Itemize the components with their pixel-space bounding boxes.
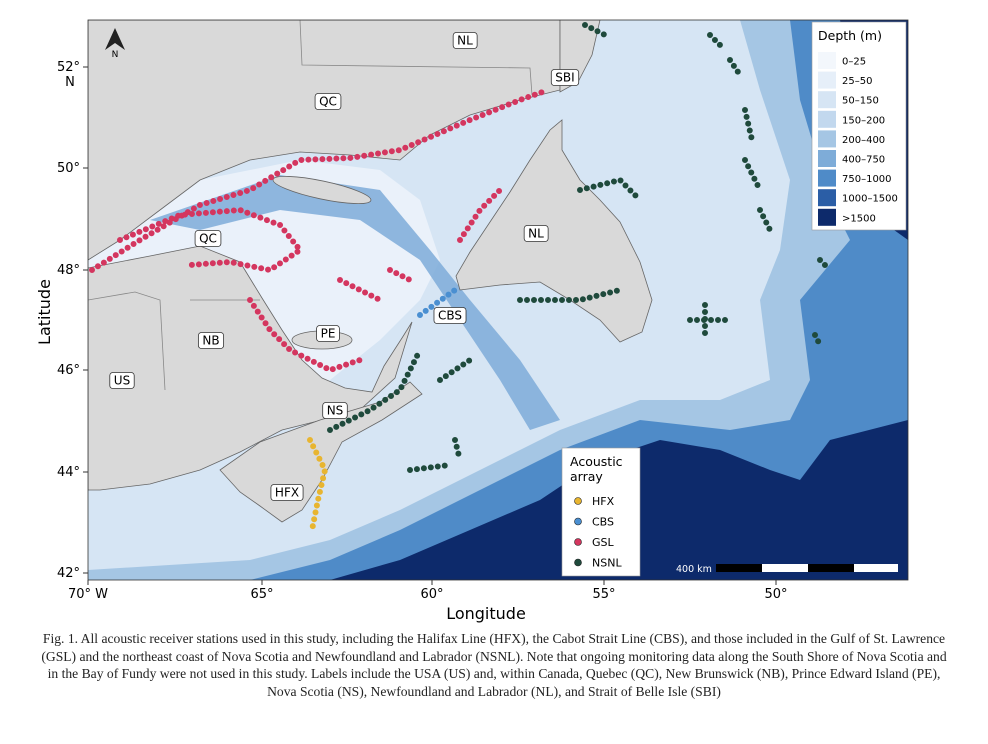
x-tick-label: 65° bbox=[250, 587, 273, 602]
depth-label: 1000–1500 bbox=[842, 194, 898, 205]
region-label-text: NL bbox=[528, 227, 544, 241]
region-label-box bbox=[270, 484, 304, 501]
region-label-text: CBS bbox=[438, 309, 462, 323]
region-label-text: NS bbox=[327, 404, 344, 418]
array-marker bbox=[574, 558, 582, 567]
array-label: HFX bbox=[592, 495, 615, 508]
depth-label: 150–200 bbox=[842, 115, 885, 126]
region-label-text: SBI bbox=[555, 71, 574, 85]
region-label-box bbox=[316, 325, 340, 342]
region-label-box bbox=[109, 372, 135, 389]
y-tick-suffix: N bbox=[65, 75, 75, 90]
array-legend: Acoustic array HFX CBS GSL NSNL bbox=[561, 447, 641, 577]
region-labels: NL SBI QC NL QC NB PE CBS US NS HFX bbox=[109, 32, 580, 501]
region-label-box bbox=[523, 225, 549, 242]
depth-label: >1500 bbox=[842, 213, 876, 224]
depth-swatch bbox=[818, 150, 836, 167]
y-tick-label: 44° bbox=[57, 465, 80, 480]
region-label: NB bbox=[197, 332, 225, 349]
array-label: GSL bbox=[592, 536, 615, 549]
array-legend-title: Acoustic array bbox=[570, 454, 623, 484]
depth-swatch bbox=[818, 110, 836, 128]
region-label: HFX bbox=[270, 484, 304, 501]
depth-label: 750–1000 bbox=[842, 174, 892, 185]
depth-swatch bbox=[818, 169, 836, 187]
x-tick-label: 70° W bbox=[68, 587, 108, 602]
y-axis-label: Latitude bbox=[35, 279, 54, 345]
region-label-box bbox=[197, 332, 225, 349]
region-label-text: NB bbox=[202, 334, 219, 348]
depth-swatch bbox=[818, 130, 836, 148]
x-axis-label: Longitude bbox=[446, 604, 526, 623]
map-figure: N NL SBI QC NL QC NB PE CBS US NS HFX 70° W 65° 60° 5… bbox=[35, 19, 909, 623]
region-label: US bbox=[109, 372, 135, 389]
array-marker bbox=[574, 538, 582, 546]
axes: 70° W 65° 60° 55° 50° 42° 44° 46° 48° 50° 52°N bbox=[57, 60, 788, 602]
y-tick-label: 42° bbox=[57, 566, 80, 581]
array-label: CBS bbox=[592, 516, 614, 529]
region-label: CBS bbox=[433, 307, 467, 324]
scale-label: 400 km bbox=[676, 564, 712, 575]
region-label-box bbox=[314, 93, 342, 110]
y-tick-label: 52° bbox=[57, 60, 80, 75]
region-label: NL bbox=[452, 32, 478, 49]
region-label-text: US bbox=[114, 374, 130, 388]
depth-swatch bbox=[818, 71, 836, 89]
caption: Fig. 1. All acoustic receiver stations u… bbox=[41, 631, 947, 699]
depth-label: 400–750 bbox=[842, 155, 885, 166]
region-label-box bbox=[322, 402, 348, 419]
region-label: SBI bbox=[550, 69, 580, 86]
x-tick-label: 60° bbox=[420, 587, 443, 602]
region-label-box bbox=[550, 69, 580, 86]
region-label-text: NL bbox=[457, 34, 473, 48]
array-label: NSNL bbox=[592, 557, 622, 570]
north-label: N bbox=[112, 50, 119, 60]
region-label: QC bbox=[194, 230, 222, 247]
depth-swatch bbox=[818, 208, 836, 226]
depth-label: 200–400 bbox=[842, 135, 885, 146]
region-label-box bbox=[452, 32, 478, 49]
depth-legend: Depth (m) 0–25 25–50 50–150 150–200 200–400 4… bbox=[811, 21, 907, 231]
region-label-text: QC bbox=[319, 95, 337, 109]
region-label-text: PE bbox=[321, 327, 336, 341]
region-label: NL bbox=[523, 225, 549, 242]
depth-label: 0–25 bbox=[842, 57, 866, 68]
depth-legend-title: Depth (m) bbox=[818, 28, 882, 43]
north-arrow: N bbox=[105, 28, 125, 60]
region-label: PE bbox=[316, 325, 340, 342]
region-label-box bbox=[433, 307, 467, 324]
region-label-text: QC bbox=[199, 232, 217, 246]
depth-swatch bbox=[818, 52, 836, 69]
scale-bar: 400 km bbox=[676, 564, 898, 575]
region-label: QC bbox=[314, 93, 342, 110]
region-label: NS bbox=[322, 402, 348, 419]
region-label-box bbox=[194, 230, 222, 247]
depth-swatch bbox=[818, 91, 836, 109]
region-label-text: HFX bbox=[275, 486, 299, 500]
depth-swatch bbox=[818, 189, 836, 207]
depth-label: 25–50 bbox=[842, 76, 872, 87]
depth-label: 50–150 bbox=[842, 96, 879, 107]
array-marker bbox=[574, 517, 582, 526]
array-marker bbox=[574, 497, 582, 505]
map-body bbox=[88, 20, 908, 580]
x-tick-label: 55° bbox=[592, 587, 615, 602]
x-tick-label: 50° bbox=[764, 587, 787, 602]
receiver-stations bbox=[89, 22, 828, 533]
y-tick-label: 48° bbox=[57, 263, 80, 278]
y-tick-label: 50° bbox=[57, 161, 80, 176]
y-tick-label: 46° bbox=[57, 363, 80, 378]
